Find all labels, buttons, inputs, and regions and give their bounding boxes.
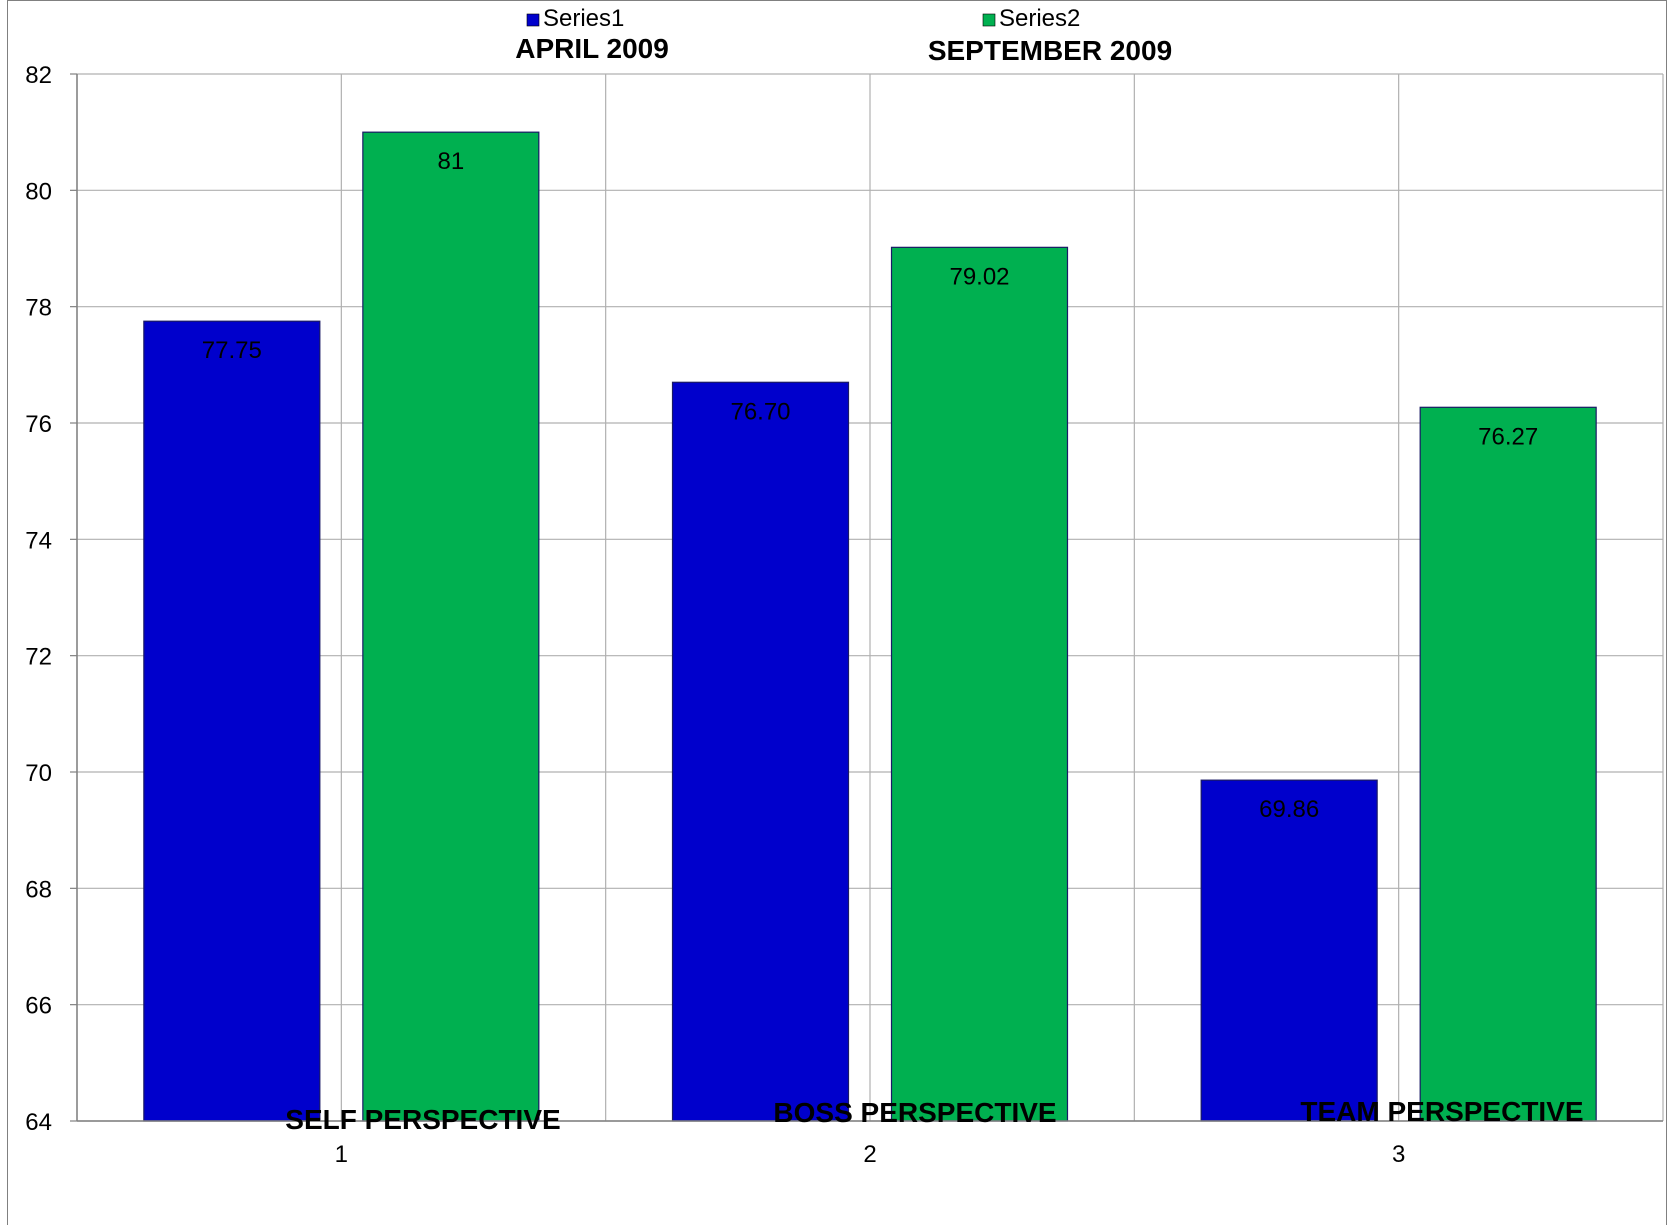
data-label: 77.75 [202, 337, 262, 364]
legend-label-series2: Series2 [999, 5, 1080, 32]
y-tick-label: 68 [25, 876, 52, 903]
bar-series2-1 [362, 131, 540, 1122]
y-tick-label: 66 [25, 993, 52, 1020]
y-tick-label: 70 [25, 760, 52, 787]
legend-swatch-series2 [982, 13, 996, 27]
y-tick-label: 64 [25, 1109, 52, 1136]
x-tick-label: 1 [335, 1141, 348, 1168]
category-annotation-boss: BOSS PERSPECTIVE [773, 1097, 1056, 1128]
x-tick-label: 3 [1392, 1141, 1405, 1168]
category-annotations: SELF PERSPECTIVE BOSS PERSPECTIVE TEAM P… [285, 1096, 1583, 1135]
legend-label-series1: Series1 [543, 5, 624, 32]
data-label: 69.86 [1259, 796, 1319, 823]
data-label: 81 [437, 148, 464, 175]
bar-series2-2 [890, 246, 1069, 1122]
data-label: 79.02 [949, 263, 1009, 290]
series1-heading: APRIL 2009 [515, 33, 669, 64]
category-annotation-team: TEAM PERSPECTIVE [1300, 1096, 1583, 1127]
data-label: 76.70 [730, 398, 790, 425]
y-tick-label: 72 [25, 644, 52, 671]
bar-series1-2 [671, 381, 850, 1122]
x-tick-label: 2 [863, 1141, 876, 1168]
bar-series1-1 [143, 320, 321, 1122]
y-tick-label: 80 [25, 178, 52, 205]
category-annotation-self: SELF PERSPECTIVE [285, 1104, 560, 1135]
bars: 77.75 81 76.70 79.02 69.86 76.27 [143, 131, 1597, 1122]
series2-heading: SEPTEMBER 2009 [928, 35, 1172, 66]
y-tick-label: 78 [25, 295, 52, 322]
legend: Series1 Series2 [526, 5, 1080, 32]
axes: 1 2 3 [70, 73, 1663, 1168]
bar-series1-3 [1200, 779, 1378, 1122]
y-tick-label: 76 [25, 411, 52, 438]
legend-swatch-series1 [526, 13, 540, 27]
y-tick-label: 82 [25, 62, 52, 89]
y-tick-label: 74 [25, 527, 52, 554]
bar-series2-3 [1419, 406, 1597, 1122]
data-label: 76.27 [1478, 423, 1538, 450]
